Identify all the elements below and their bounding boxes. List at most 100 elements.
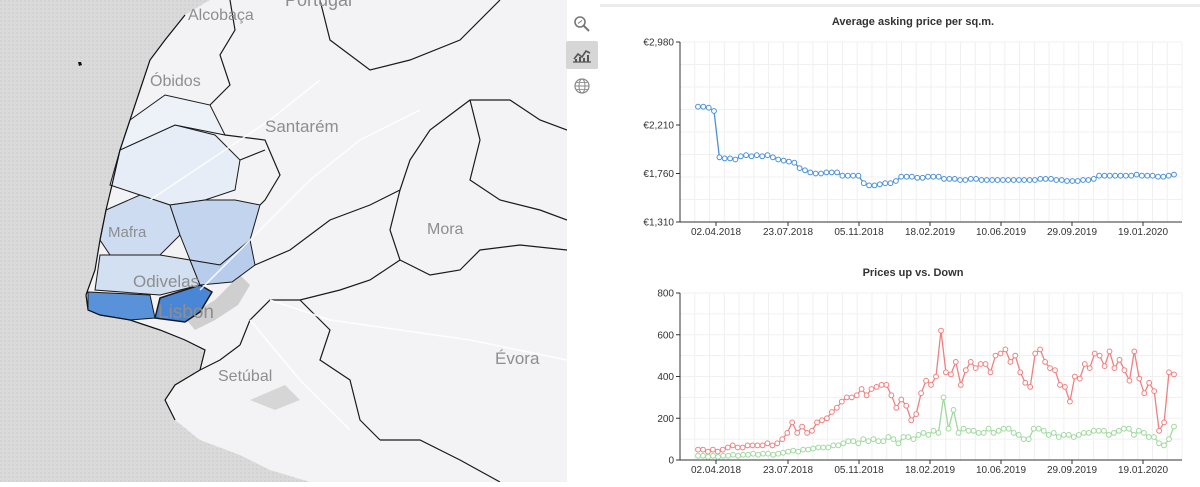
data-point[interactable] (1065, 432, 1072, 438)
data-point[interactable] (1021, 177, 1028, 183)
data-point[interactable] (1161, 419, 1167, 426)
data-point[interactable] (1166, 436, 1172, 443)
data-point[interactable] (1022, 379, 1029, 386)
data-point[interactable] (989, 177, 996, 183)
data-point[interactable] (1002, 346, 1009, 353)
data-point[interactable] (1060, 432, 1067, 438)
data-point[interactable] (955, 430, 962, 436)
data-point[interactable] (775, 450, 782, 457)
data-point[interactable] (721, 155, 728, 162)
data-point[interactable] (1020, 436, 1027, 443)
data-point[interactable] (1121, 425, 1127, 432)
data-point[interactable] (1146, 379, 1153, 386)
data-point[interactable] (1171, 423, 1177, 430)
data-point[interactable] (965, 427, 972, 434)
data-point[interactable] (948, 371, 954, 378)
data-point[interactable] (755, 451, 762, 458)
data-point[interactable] (790, 447, 797, 454)
data-point[interactable] (1161, 442, 1167, 449)
data-point[interactable] (1156, 440, 1162, 447)
data-point[interactable] (1166, 369, 1172, 376)
data-point[interactable] (997, 350, 1004, 357)
data-point[interactable] (720, 452, 726, 459)
data-point[interactable] (1042, 359, 1049, 365)
data-point[interactable] (863, 392, 870, 399)
data-point[interactable] (930, 173, 937, 180)
data-point[interactable] (865, 438, 872, 445)
data-point[interactable] (925, 432, 932, 438)
data-point[interactable] (960, 425, 967, 432)
data-point[interactable] (1117, 172, 1124, 179)
data-point[interactable] (786, 158, 792, 165)
data-point[interactable] (1085, 177, 1092, 183)
data-point[interactable] (819, 417, 825, 424)
map-canvas[interactable]: Alcobaça Óbidos Santarém Mafra Odivelas … (0, 0, 567, 482)
data-point[interactable] (1123, 172, 1129, 179)
data-point[interactable] (1057, 382, 1063, 388)
data-point[interactable] (1026, 177, 1033, 183)
data-point[interactable] (839, 172, 846, 179)
data-point[interactable] (823, 169, 830, 176)
data-point[interactable] (1149, 172, 1156, 179)
data-point[interactable] (1111, 365, 1118, 372)
data-point[interactable] (710, 452, 716, 459)
data-point[interactable] (1126, 425, 1132, 432)
data-point[interactable] (995, 427, 1002, 434)
data-point[interactable] (1165, 172, 1172, 179)
data-point[interactable] (807, 169, 814, 176)
region-mafra[interactable] (99, 194, 181, 256)
data-point[interactable] (850, 438, 857, 445)
data-point[interactable] (1074, 178, 1081, 184)
data-point[interactable] (830, 442, 837, 449)
data-point[interactable] (1146, 434, 1152, 440)
data-point[interactable] (962, 367, 969, 374)
data-point[interactable] (870, 436, 877, 443)
data-point[interactable] (972, 365, 979, 372)
data-point[interactable] (876, 181, 883, 188)
data-point[interactable] (1121, 367, 1128, 374)
data-point[interactable] (933, 373, 939, 380)
data-point[interactable] (838, 398, 845, 405)
data-point[interactable] (695, 452, 701, 459)
data-point[interactable] (940, 394, 947, 401)
data-point[interactable] (903, 402, 910, 409)
data-point[interactable] (750, 450, 757, 457)
data-point[interactable] (1025, 436, 1032, 443)
data-point[interactable] (1096, 172, 1103, 179)
data-point[interactable] (983, 177, 990, 183)
data-point[interactable] (818, 170, 824, 177)
data-point[interactable] (760, 450, 767, 457)
data-point[interactable] (809, 427, 815, 434)
data-point[interactable] (928, 382, 934, 388)
data-point[interactable] (794, 430, 801, 436)
data-point[interactable] (888, 392, 895, 399)
data-point[interactable] (820, 444, 827, 451)
data-point[interactable] (1076, 375, 1083, 382)
data-point[interactable] (1007, 359, 1014, 365)
data-point[interactable] (1112, 172, 1119, 179)
data-point[interactable] (715, 454, 721, 460)
data-point[interactable] (805, 446, 812, 453)
data-point[interactable] (1052, 367, 1058, 374)
data-point[interactable] (1050, 430, 1057, 436)
data-point[interactable] (898, 396, 905, 403)
data-point[interactable] (714, 448, 721, 455)
data-point[interactable] (941, 176, 947, 182)
data-point[interactable] (975, 430, 982, 436)
data-point[interactable] (730, 451, 737, 458)
data-point[interactable] (938, 327, 944, 334)
data-point[interactable] (970, 427, 977, 434)
data-point[interactable] (868, 386, 875, 392)
data-point[interactable] (873, 384, 880, 390)
data-point[interactable] (1048, 176, 1054, 182)
data-point[interactable] (945, 425, 952, 432)
data-point[interactable] (855, 172, 862, 179)
data-point[interactable] (754, 442, 761, 449)
data-point[interactable] (1010, 430, 1017, 436)
data-point[interactable] (791, 159, 798, 166)
data-point[interactable] (1095, 427, 1102, 434)
data-point[interactable] (789, 419, 796, 426)
data-point[interactable] (700, 446, 706, 453)
data-point[interactable] (890, 436, 897, 443)
data-point[interactable] (987, 369, 994, 376)
